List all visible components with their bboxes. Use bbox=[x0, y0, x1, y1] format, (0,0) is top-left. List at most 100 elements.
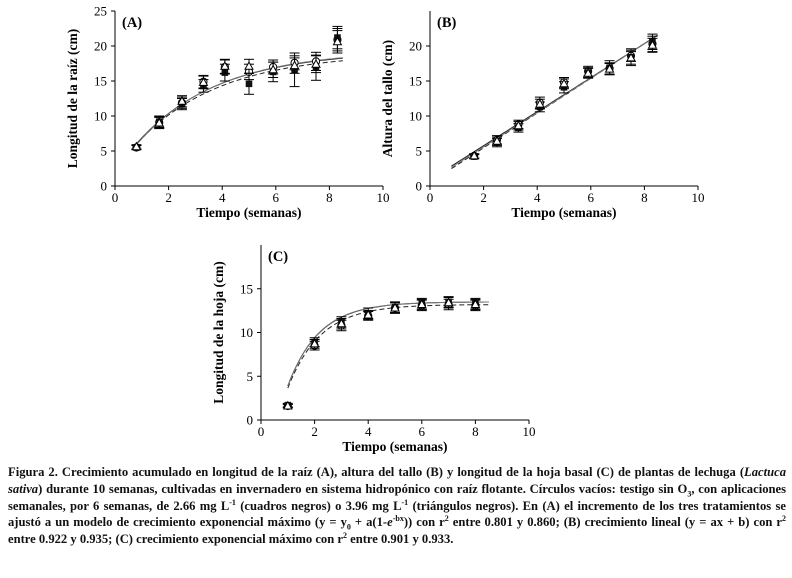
y-axis-title: Longitud de la hoja (cm) bbox=[211, 261, 226, 404]
caption-text: entre 0.801 y 0.860; (B) crecimiento lin… bbox=[448, 515, 782, 530]
x-tick-label: 8 bbox=[641, 190, 648, 205]
y-tick-label: 0 bbox=[247, 413, 254, 428]
panel-label: (B) bbox=[437, 15, 457, 31]
data-point-triangle bbox=[154, 117, 165, 127]
data-point-triangle bbox=[336, 318, 347, 328]
data-point-triangle bbox=[220, 61, 230, 70]
caption-superscript: -bx bbox=[392, 514, 404, 524]
chart-panel-2: 0 2 4 6 8 10 0 5 10 15 Tiempo (semanas) Longitud de… bbox=[211, 245, 536, 454]
x-tick-label: 2 bbox=[311, 424, 318, 439]
y-tick-label: 5 bbox=[416, 144, 423, 159]
y-tick-label: 15 bbox=[94, 74, 107, 89]
x-tick-label: 10 bbox=[523, 424, 536, 439]
caption-superscript: 2 bbox=[782, 514, 786, 524]
data-point-square bbox=[245, 80, 253, 88]
x-axis-title: Tiempo (semanas) bbox=[342, 439, 447, 454]
fit-line bbox=[136, 57, 343, 146]
caption-text: entre 0.922 y 0.935; (C) crecimiento exp… bbox=[8, 532, 343, 547]
caption-superscript: 2 bbox=[444, 514, 449, 524]
data-point-triangle bbox=[470, 299, 481, 308]
y-tick-label: 10 bbox=[240, 325, 253, 340]
data-point-triangle bbox=[363, 309, 374, 319]
x-tick-label: 4 bbox=[219, 190, 226, 205]
x-tick-label: 4 bbox=[534, 190, 541, 205]
x-tick-label: 8 bbox=[326, 190, 333, 205]
data-point-triangle bbox=[583, 68, 593, 77]
x-tick-label: 10 bbox=[377, 190, 390, 205]
panel-label: (A) bbox=[122, 15, 142, 31]
data-point-triangle bbox=[311, 58, 321, 68]
y-tick-label: 15 bbox=[240, 281, 253, 296]
data-point-triangle bbox=[268, 64, 278, 74]
caption-superscript: -1 bbox=[229, 497, 236, 507]
data-point-triangle bbox=[390, 302, 400, 312]
caption-e: e bbox=[387, 515, 393, 530]
x-tick-label: 0 bbox=[427, 190, 434, 205]
x-axis-title: Tiempo (semanas) bbox=[511, 205, 616, 220]
caption-superscript: 2 bbox=[342, 531, 347, 540]
x-axis-title: Tiempo (semanas) bbox=[196, 205, 301, 220]
x-tick-label: 0 bbox=[112, 190, 119, 205]
figure-caption: Figura 2. Crecimiento acumulado en longi… bbox=[8, 464, 786, 548]
data-point-triangle bbox=[469, 150, 480, 160]
data-point-triangle bbox=[513, 120, 524, 130]
caption-text: , con aplicaciones semanales, por 6 sema… bbox=[8, 481, 786, 513]
data-point-triangle bbox=[131, 141, 142, 151]
fit-line bbox=[136, 57, 343, 145]
fit-line bbox=[136, 60, 343, 145]
data-point-triangle bbox=[416, 299, 427, 308]
data-point-triangle bbox=[198, 77, 209, 86]
data-point-triangle bbox=[309, 338, 320, 348]
data-point-triangle bbox=[244, 61, 254, 70]
x-tick-label: 2 bbox=[165, 190, 172, 205]
data-point-triangle bbox=[647, 40, 658, 49]
y-tick-label: 0 bbox=[101, 179, 108, 194]
caption-text: (triángulos negros). En (A) el increment… bbox=[8, 498, 786, 530]
x-tick-label: 0 bbox=[258, 424, 265, 439]
y-tick-label: 5 bbox=[247, 369, 254, 384]
y-tick-label: 0 bbox=[416, 179, 423, 194]
x-tick-label: 4 bbox=[365, 424, 372, 439]
y-tick-label: 15 bbox=[409, 74, 422, 89]
y-tick-label: 25 bbox=[94, 4, 107, 19]
y-axis-title: Longitud de la raíz (cm) bbox=[65, 29, 80, 169]
caption-text: )) con r bbox=[403, 515, 445, 530]
data-point-triangle bbox=[443, 297, 454, 307]
chart-panel-0: 0 2 4 6 8 10 0 5 10 15 20 25 Tiempo (semanas) Longitu… bbox=[65, 4, 390, 221]
y-axis-title: Altura del tallo (cm) bbox=[380, 40, 395, 157]
data-point-triangle bbox=[535, 98, 545, 108]
y-tick-label: 10 bbox=[409, 109, 422, 124]
data-point-triangle bbox=[626, 52, 636, 62]
caption-text: entre 0.901 y 0.933. bbox=[346, 532, 454, 547]
y-tick-label: 5 bbox=[101, 144, 108, 159]
x-tick-label: 8 bbox=[472, 424, 479, 439]
data-point-triangle bbox=[282, 400, 293, 410]
caption-species: Lactuca sativa bbox=[8, 465, 786, 496]
fit-line bbox=[287, 301, 489, 387]
panel-label: (C) bbox=[268, 249, 288, 265]
caption-text: ) durante 10 semanas, cultivadas en inve… bbox=[38, 481, 688, 496]
chart-panel-1: 0 2 4 6 8 10 0 5 10 15 20 Tiempo (semanas) Altura de… bbox=[380, 11, 705, 220]
x-tick-label: 10 bbox=[692, 190, 705, 205]
x-tick-label: 6 bbox=[588, 190, 595, 205]
y-tick-label: 20 bbox=[94, 39, 107, 54]
data-point-triangle bbox=[332, 36, 343, 46]
y-tick-label: 20 bbox=[409, 39, 422, 54]
caption-text: (cuadros negros) o 3.96 mg L bbox=[235, 498, 402, 513]
y-tick-label: 10 bbox=[94, 109, 107, 124]
fit-line bbox=[287, 304, 489, 389]
caption-text: Figura 2. Crecimiento acumulado en longi… bbox=[8, 465, 745, 479]
caption-text: + a(1- bbox=[350, 515, 388, 530]
caption-superscript: -1 bbox=[401, 497, 409, 507]
x-tick-label: 6 bbox=[419, 424, 426, 439]
x-tick-label: 2 bbox=[480, 190, 487, 205]
data-point-triangle bbox=[604, 63, 615, 73]
caption-subscript: 0 bbox=[346, 522, 351, 532]
caption-subscript: 3 bbox=[687, 489, 692, 499]
data-point-triangle bbox=[559, 78, 569, 88]
fit-line bbox=[451, 34, 659, 168]
data-point-triangle bbox=[289, 60, 300, 70]
data-point-triangle bbox=[492, 135, 502, 145]
data-point-triangle bbox=[177, 96, 187, 105]
